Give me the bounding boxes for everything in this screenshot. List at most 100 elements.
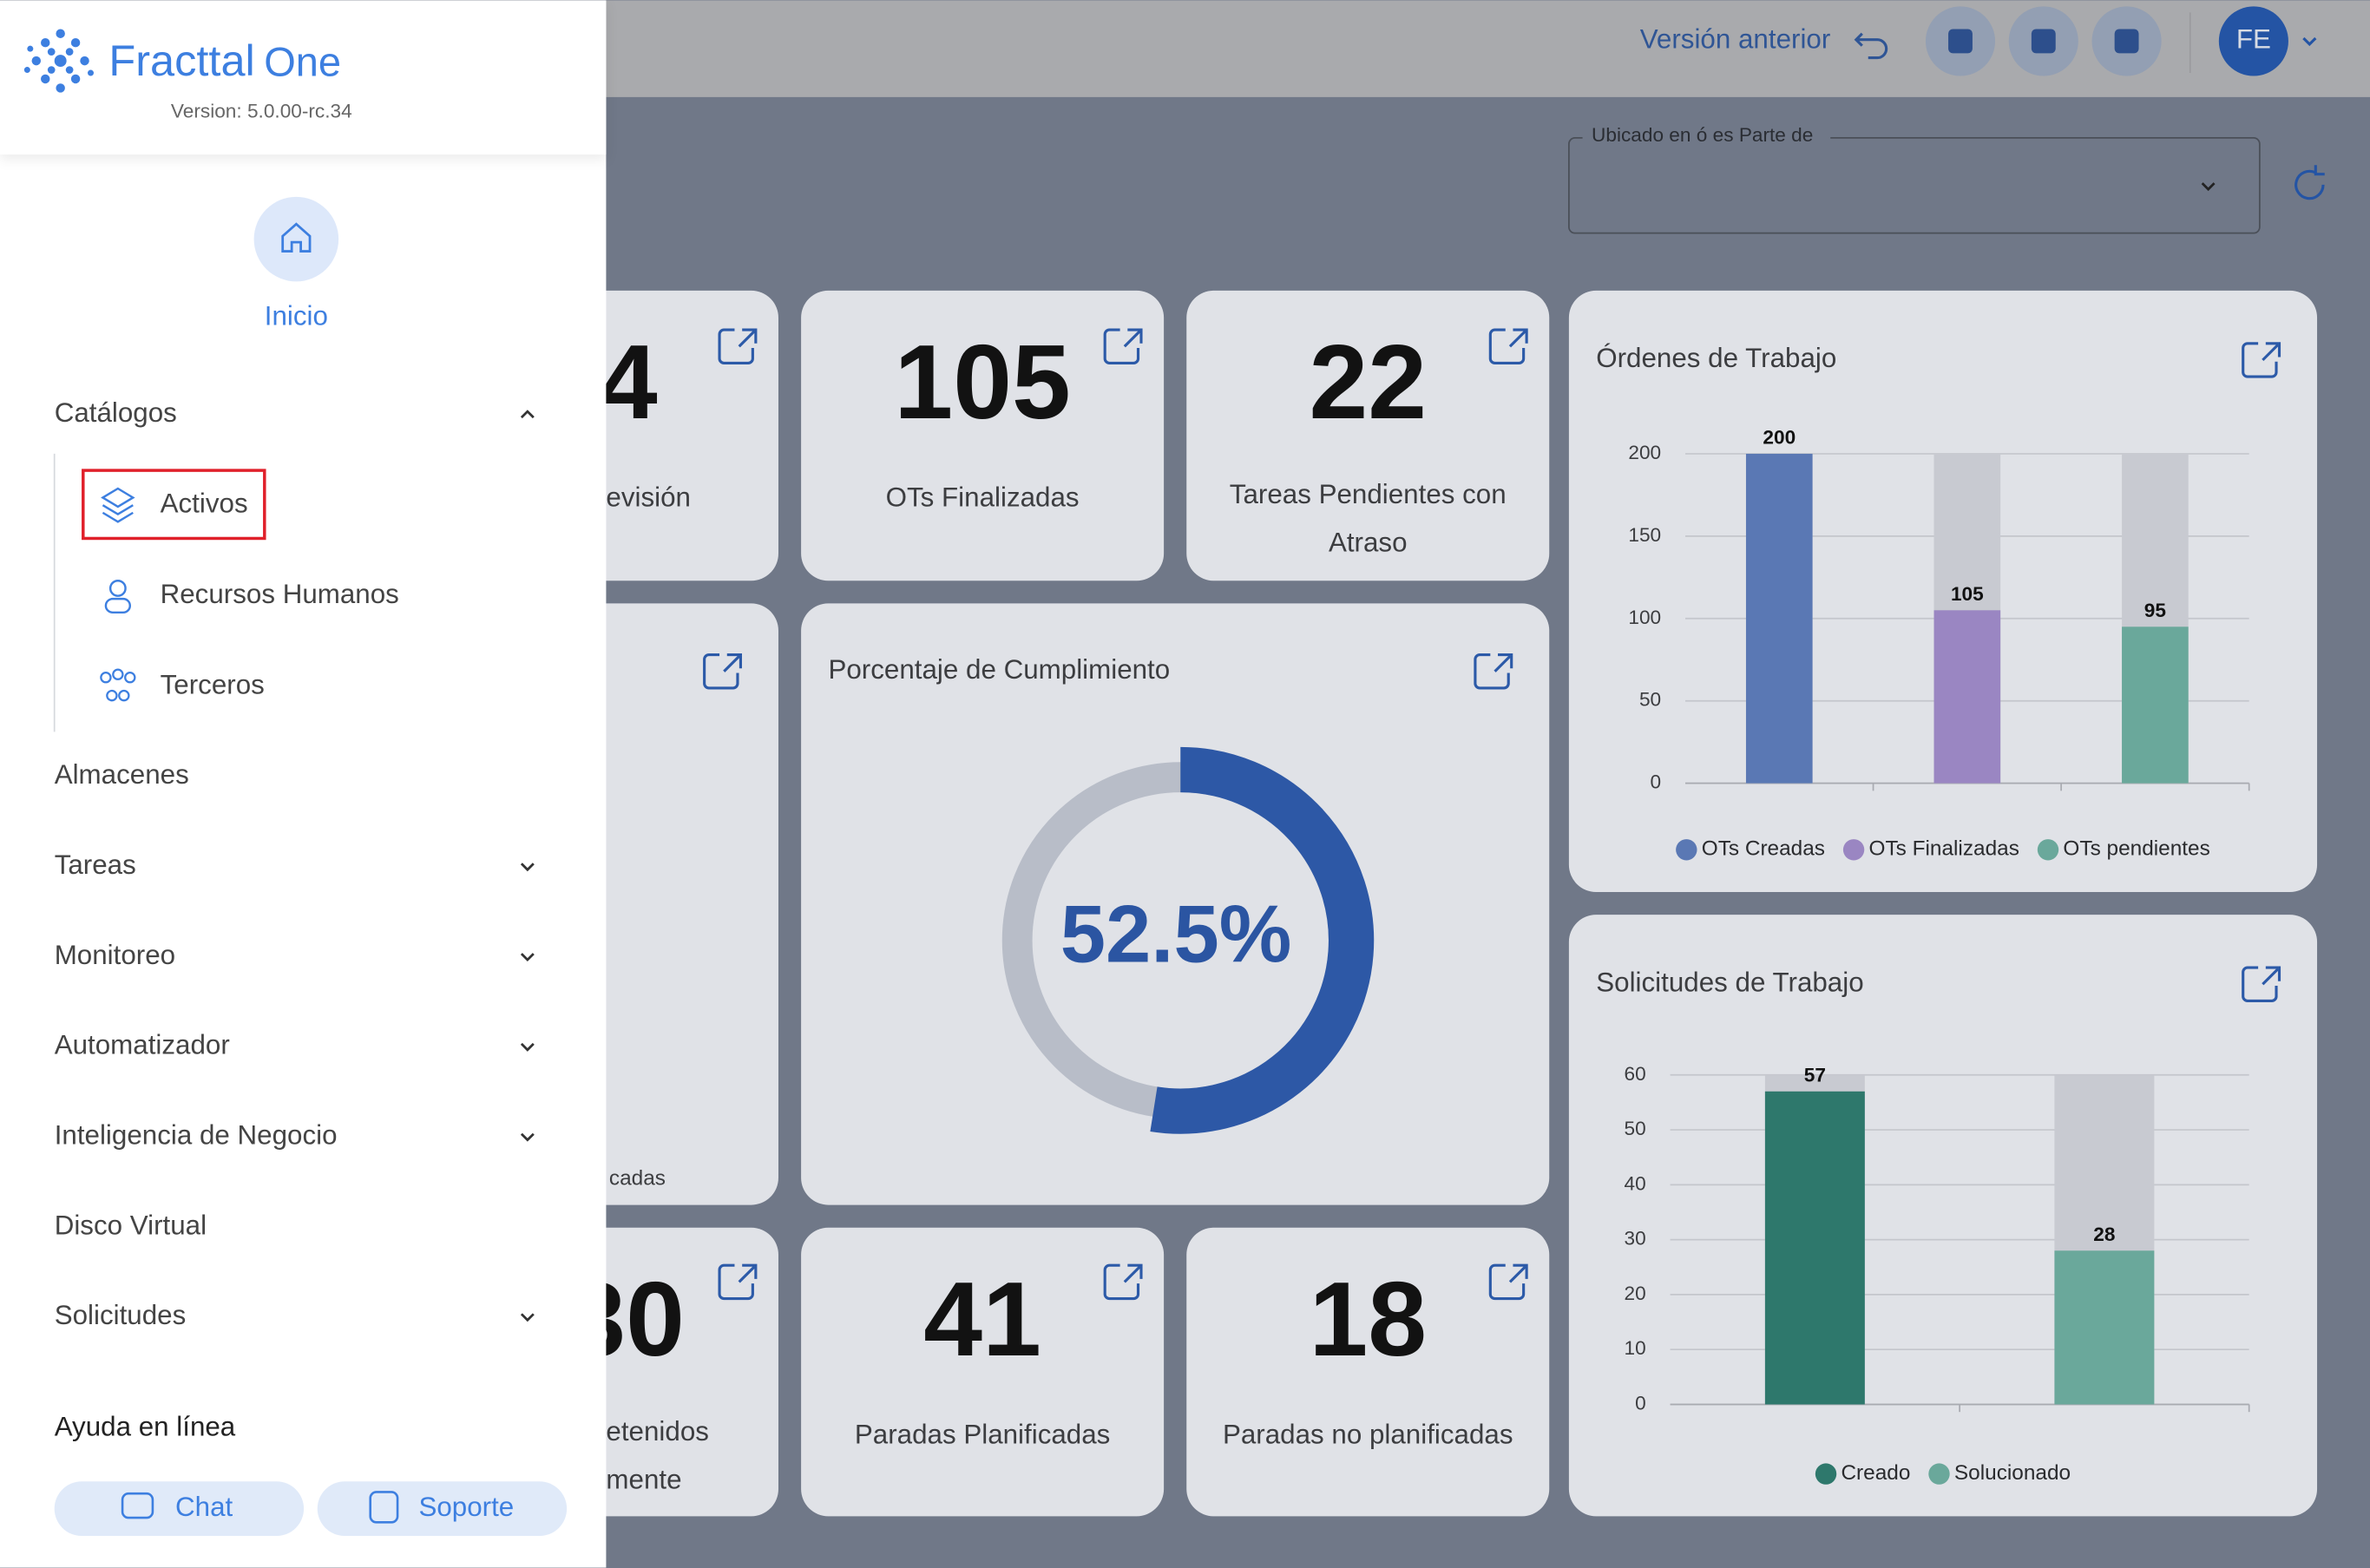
home-label[interactable]: Inicio [265,300,328,331]
logo-dot [31,56,42,66]
kpi-label: Atraso [1329,528,1408,558]
kpi-label: evisión [606,482,691,512]
menu-item[interactable]: Disco Virtual [55,1210,207,1240]
kpi-label: Paradas Planificadas [855,1419,1110,1449]
logo-dot [65,66,74,74]
home-button[interactable] [253,196,339,282]
data-label: 28 [2093,1224,2115,1245]
card [1568,915,2318,1517]
toolbar-icon [2114,29,2139,54]
logo-dot [88,69,94,76]
menu-item[interactable]: Monitoreo [55,940,175,970]
support-label[interactable]: Soporte [418,1492,514,1522]
open-link-icon[interactable] [718,1263,758,1301]
y-tick-label: 10 [1625,1337,1646,1359]
submenu-item[interactable]: Recursos Humanos [161,579,399,609]
open-link-icon[interactable] [2242,966,2281,1003]
data-label: 57 [1804,1064,1826,1086]
help-title: Ayuda en línea [55,1412,236,1442]
sidebar: Fracttal One Version: 5.0.00-rc.34 Inicio Ca… [0,0,607,1568]
legend-swatch [1928,1463,1950,1485]
legend-label: OTs pendientes [2063,837,2209,861]
open-link-icon[interactable] [1474,653,1513,690]
card [1186,290,1550,581]
kpi-value: 4 [599,323,658,441]
kpi-value: 18 [1309,1260,1427,1378]
chevron [520,863,535,872]
bar [2054,1250,2155,1405]
sidebar-header [0,0,607,155]
open-link-icon[interactable] [1103,1263,1143,1301]
kpi-value: 105 [894,323,1070,441]
brand-name: Fracttal [108,36,254,85]
open-link-icon[interactable] [718,328,758,365]
chevron [520,1042,535,1052]
legend-swatch [1815,1463,1837,1485]
menu-item[interactable]: Almacenes [55,759,189,790]
kpi-label: etenidos [606,1416,709,1447]
open-link-icon[interactable] [1103,328,1143,365]
group-icon [100,672,112,684]
avatar[interactable] [2218,6,2288,76]
card [801,603,1550,1205]
toolbar-icon [2031,29,2056,54]
gauge-title: Porcentaje de Cumplimiento [828,654,1170,685]
refresh-icon[interactable] [2295,165,2325,200]
kpi-label: Tareas Pendientes con [1230,479,1507,509]
y-tick-label: 40 [1625,1172,1646,1194]
filter-select[interactable] [1568,137,2261,234]
data-label: 200 [1763,427,1796,449]
legend-label: OTs Finalizadas [1869,837,2019,861]
legend-label: Creado [1841,1461,1910,1485]
group-icon [106,689,118,702]
menu-item[interactable]: Automatizador [55,1030,230,1060]
logo-dot [70,74,81,84]
submenu-item[interactable]: Terceros [161,669,265,699]
logo-dot [47,48,56,56]
menu-item[interactable]: Solicitudes [55,1300,187,1330]
data-label: 95 [2144,600,2166,621]
data-label: 105 [1951,583,1984,605]
menu-item[interactable]: Inteligencia de Negocio [55,1119,338,1150]
card [801,290,1165,581]
version: Version: 5.0.00-rc.34 [171,100,352,121]
chat-button[interactable] [54,1481,305,1537]
logo-dot [54,55,67,68]
person-icon [104,597,132,614]
kpi-value: 41 [923,1260,1041,1378]
kpi-label: mente [606,1465,681,1495]
home-icon [281,222,312,253]
kpi-label: cadas [609,1166,666,1190]
y-tick-label: 0 [1651,771,1662,793]
submenu-item[interactable]: Activos [161,488,248,518]
y-tick-label: 30 [1625,1228,1646,1250]
support-icon [369,1491,399,1524]
chevron [520,953,535,962]
chevron [520,410,535,419]
open-link-icon[interactable] [703,653,743,690]
bar [2122,627,2189,784]
chat-icon [121,1492,154,1519]
menu-item[interactable]: Tareas [55,850,136,880]
y-tick-label: 20 [1625,1283,1646,1304]
open-link-icon[interactable] [1488,328,1528,365]
card [801,1227,1165,1517]
y-tick-label: 150 [1628,524,1661,546]
legend: OTs Creadas OTs Finalizadas OTs pendientes [1676,837,2210,861]
y-tick-label: 60 [1625,1063,1646,1085]
open-link-icon[interactable] [1488,1263,1528,1301]
open-link-icon[interactable] [2242,342,2281,378]
chat-label[interactable]: Chat [175,1492,233,1522]
legend-label: OTs Creadas [1702,837,1825,861]
y-tick-label: 50 [1639,689,1661,711]
chevron [520,1313,535,1322]
logo-dot [41,37,50,48]
previous-version-link[interactable]: Versión anterior [1640,24,1831,55]
bar [1933,610,2001,784]
menu-item[interactable]: Catálogos [55,397,177,428]
logo-dot [56,83,65,93]
legend-swatch [1676,839,1697,861]
logo-dot [65,48,74,56]
